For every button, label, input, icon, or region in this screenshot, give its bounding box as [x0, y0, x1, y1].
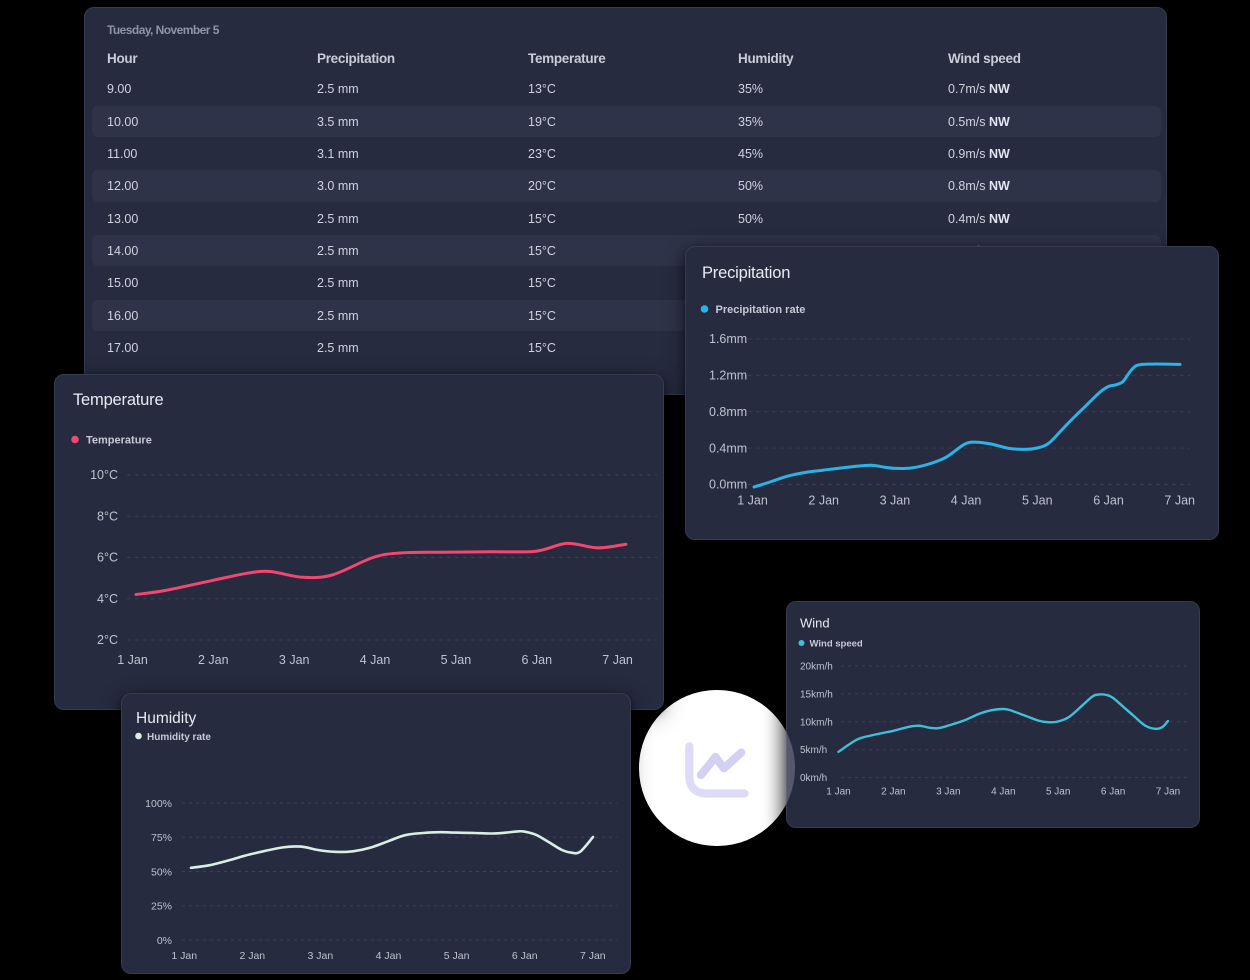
svg-text:0.8mm: 0.8mm	[709, 405, 747, 419]
svg-text:5 Jan: 5 Jan	[444, 950, 470, 962]
svg-text:7 Jan: 7 Jan	[1164, 494, 1195, 508]
svg-text:Wind speed: Wind speed	[810, 639, 863, 650]
svg-text:Wind: Wind	[800, 615, 830, 630]
svg-text:1 Jan: 1 Jan	[117, 653, 148, 667]
svg-text:50%: 50%	[151, 866, 172, 878]
svg-text:Temperature: Temperature	[73, 391, 163, 409]
svg-text:3 Jan: 3 Jan	[936, 786, 960, 797]
svg-text:Humidity: Humidity	[136, 710, 197, 727]
svg-text:6 Jan: 6 Jan	[1093, 494, 1124, 508]
svg-text:5 Jan: 5 Jan	[1046, 786, 1070, 797]
svg-text:3 Jan: 3 Jan	[308, 950, 334, 962]
svg-text:2 Jan: 2 Jan	[808, 494, 839, 508]
svg-text:1.2mm: 1.2mm	[709, 369, 747, 383]
svg-text:3 Jan: 3 Jan	[279, 653, 310, 667]
svg-text:5 Jan: 5 Jan	[441, 653, 472, 667]
svg-text:6 Jan: 6 Jan	[1101, 786, 1125, 797]
svg-text:1 Jan: 1 Jan	[171, 950, 197, 962]
svg-text:Precipitation rate: Precipitation rate	[716, 304, 806, 316]
svg-text:5 Jan: 5 Jan	[1022, 494, 1053, 508]
svg-text:6°C: 6°C	[97, 551, 118, 565]
svg-text:7 Jan: 7 Jan	[1156, 786, 1180, 797]
svg-text:3 Jan: 3 Jan	[880, 494, 911, 508]
svg-text:8°C: 8°C	[97, 509, 118, 523]
svg-text:2 Jan: 2 Jan	[239, 950, 265, 962]
svg-text:25%: 25%	[151, 901, 172, 913]
svg-text:4 Jan: 4 Jan	[376, 950, 402, 962]
svg-text:1 Jan: 1 Jan	[826, 786, 850, 797]
svg-text:Humidity rate: Humidity rate	[147, 732, 211, 743]
svg-text:4 Jan: 4 Jan	[991, 786, 1015, 797]
svg-text:0.4mm: 0.4mm	[709, 441, 747, 455]
svg-text:0.0mm: 0.0mm	[709, 478, 747, 492]
svg-text:4 Jan: 4 Jan	[951, 494, 982, 508]
svg-text:10°C: 10°C	[90, 468, 118, 482]
svg-text:5km/h: 5km/h	[800, 745, 827, 756]
svg-text:4°C: 4°C	[97, 592, 118, 606]
svg-text:0%: 0%	[157, 935, 172, 947]
svg-text:6 Jan: 6 Jan	[512, 950, 538, 962]
svg-text:0km/h: 0km/h	[800, 773, 827, 784]
svg-text:1.6mm: 1.6mm	[709, 332, 747, 346]
svg-text:75%: 75%	[151, 832, 172, 844]
svg-text:2 Jan: 2 Jan	[198, 653, 229, 667]
svg-text:7 Jan: 7 Jan	[602, 653, 633, 667]
svg-text:10km/h: 10km/h	[800, 717, 833, 728]
svg-text:20km/h: 20km/h	[800, 662, 833, 673]
svg-text:6 Jan: 6 Jan	[522, 653, 553, 667]
svg-text:15km/h: 15km/h	[800, 689, 833, 700]
svg-text:Precipitation: Precipitation	[702, 264, 790, 282]
svg-text:4 Jan: 4 Jan	[360, 653, 391, 667]
svg-text:2°C: 2°C	[97, 633, 118, 647]
svg-text:Temperature: Temperature	[86, 435, 152, 447]
svg-text:7 Jan: 7 Jan	[580, 950, 606, 962]
svg-text:2 Jan: 2 Jan	[881, 786, 905, 797]
svg-text:100%: 100%	[145, 798, 172, 810]
svg-text:1 Jan: 1 Jan	[737, 494, 768, 508]
